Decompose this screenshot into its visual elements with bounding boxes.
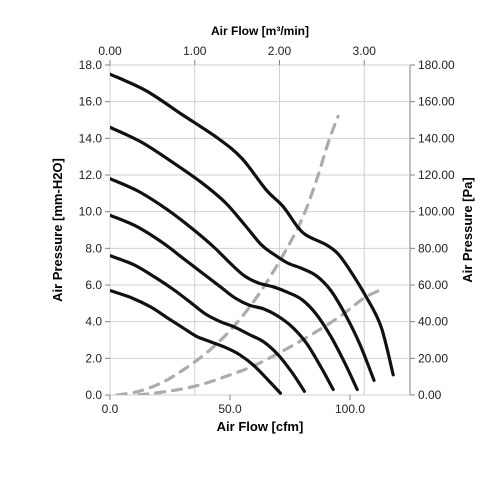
fan-curve-chart: 0.02.04.06.08.010.012.014.016.018.00.002…	[0, 0, 500, 500]
y-right-tick: 140.00	[418, 131, 455, 145]
y-left-tick: 16.0	[79, 95, 103, 109]
y-left-tick: 2.0	[85, 351, 102, 365]
y-right-tick: 60.00	[418, 278, 448, 292]
y-left-tick: 8.0	[85, 241, 102, 255]
x-bottom-tick: 100.0	[335, 402, 365, 416]
y-left-tick: 14.0	[79, 131, 103, 145]
y-right-tick: 120.00	[418, 168, 455, 182]
y-left-tick: 12.0	[79, 168, 103, 182]
y-left-tick: 0.0	[85, 388, 102, 402]
y-left-tick: 6.0	[85, 278, 102, 292]
chart-svg: 0.02.04.06.08.010.012.014.016.018.00.002…	[0, 0, 500, 500]
y-left-title: Air Pressure [mm-H2O]	[50, 158, 65, 302]
x-bottom-tick: 50.0	[218, 402, 242, 416]
y-right-tick: 100.00	[418, 205, 455, 219]
x-bottom-title: Air Flow [cfm]	[217, 419, 304, 434]
y-right-title: Air Pressure [Pa]	[460, 177, 475, 283]
y-right-tick: 160.00	[418, 95, 455, 109]
x-top-title: Air Flow [m³/min]	[211, 24, 309, 38]
x-top-tick: 3.00	[353, 44, 377, 58]
x-top-tick: 0.00	[98, 44, 122, 58]
y-right-tick: 40.00	[418, 315, 448, 329]
x-top-tick: 2.00	[268, 44, 292, 58]
y-right-tick: 20.00	[418, 351, 448, 365]
x-bottom-tick: 0.0	[102, 402, 119, 416]
y-left-tick: 10.0	[79, 205, 103, 219]
y-left-tick: 4.0	[85, 315, 102, 329]
x-top-tick: 1.00	[183, 44, 207, 58]
y-left-tick: 18.0	[79, 58, 103, 72]
y-right-tick: 0.00	[418, 388, 442, 402]
y-right-tick: 80.00	[418, 241, 448, 255]
y-right-tick: 180.00	[418, 58, 455, 72]
